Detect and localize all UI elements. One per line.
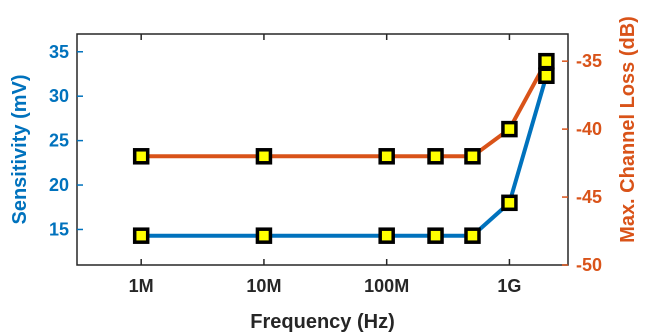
data-point-marker — [464, 227, 481, 244]
y-right-tick-label: -35 — [576, 51, 602, 71]
data-point-marker — [427, 227, 444, 244]
series-layer — [141, 60, 549, 238]
data-point-marker — [464, 148, 481, 165]
data-point-marker — [378, 148, 395, 165]
x-axis-title: Frequency (Hz) — [250, 311, 394, 333]
data-point-marker — [427, 148, 444, 165]
x-tick-label: 10M — [246, 276, 281, 296]
y-right-tick-label: -50 — [576, 255, 602, 275]
data-point-marker — [255, 227, 273, 244]
data-point-marker — [132, 148, 150, 165]
x-tick-label: 100M — [364, 276, 409, 296]
y-left-tick-label: 35 — [49, 42, 69, 62]
y-left-tick-label: 15 — [49, 219, 69, 239]
series-line-channel-loss — [141, 60, 549, 159]
x-tick-label: 1G — [497, 276, 521, 296]
y-left-tick-label: 25 — [49, 131, 69, 151]
y-left-tick-label: 30 — [49, 86, 69, 106]
ticks-layer: 1M 10M 100M 1G 15 20 25 30 35 -50 -45 -40 -35 — [49, 34, 602, 296]
data-point-marker — [255, 148, 273, 165]
markers-layer — [132, 52, 555, 244]
data-point-marker — [378, 227, 395, 244]
y-right-tick-label: -40 — [576, 119, 602, 139]
y-axis-left-title: Sensitivity (mV) — [9, 74, 31, 224]
data-point-marker — [538, 67, 555, 85]
plot-frame — [76, 33, 569, 266]
x-tick-label: 1M — [129, 276, 154, 296]
y-right-tick-label: -45 — [576, 187, 602, 207]
data-point-marker — [501, 194, 518, 212]
y-left-tick-label: 20 — [49, 175, 69, 195]
data-point-marker — [538, 52, 555, 70]
y-axis-right-title: Max. Channel Loss (dB) — [617, 16, 639, 243]
data-point-marker — [501, 120, 518, 138]
data-point-marker — [132, 227, 150, 244]
